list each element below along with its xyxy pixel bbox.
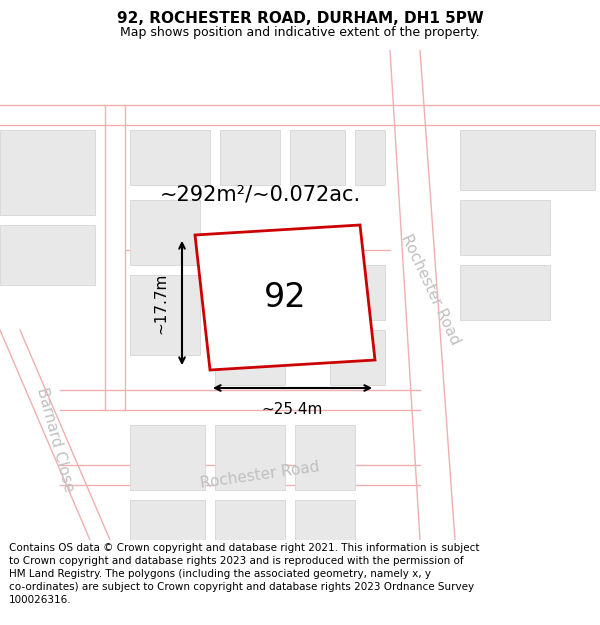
Bar [295,500,355,540]
Text: Rochester Road: Rochester Road [398,232,462,348]
Text: ~25.4m: ~25.4m [262,402,323,417]
Bar [330,265,385,320]
Bar [130,130,210,185]
Bar [295,425,355,490]
Bar [0,225,95,285]
Bar [460,200,550,255]
Bar [130,200,200,265]
Text: Rochester Road: Rochester Road [199,459,320,491]
Bar [460,130,595,190]
Bar [130,275,200,355]
Bar [215,345,285,385]
Text: Barnard Close: Barnard Close [34,386,76,494]
Bar [215,500,285,540]
Bar [460,265,550,320]
Bar [130,500,205,540]
Text: 92, ROCHESTER ROAD, DURHAM, DH1 5PW: 92, ROCHESTER ROAD, DURHAM, DH1 5PW [116,11,484,26]
Text: 92: 92 [263,281,307,314]
Text: Contains OS data © Crown copyright and database right 2021. This information is : Contains OS data © Crown copyright and d… [9,542,479,606]
Bar [220,130,280,185]
Bar [130,425,205,490]
Bar [215,425,285,490]
Bar [290,130,345,185]
Text: ~17.7m: ~17.7m [153,272,168,334]
Bar [0,130,95,215]
Bar [355,130,385,185]
Text: Map shows position and indicative extent of the property.: Map shows position and indicative extent… [120,26,480,39]
Bar [215,280,285,335]
Polygon shape [195,225,375,370]
Text: ~292m²/~0.072ac.: ~292m²/~0.072ac. [160,185,361,205]
Bar [330,330,385,385]
